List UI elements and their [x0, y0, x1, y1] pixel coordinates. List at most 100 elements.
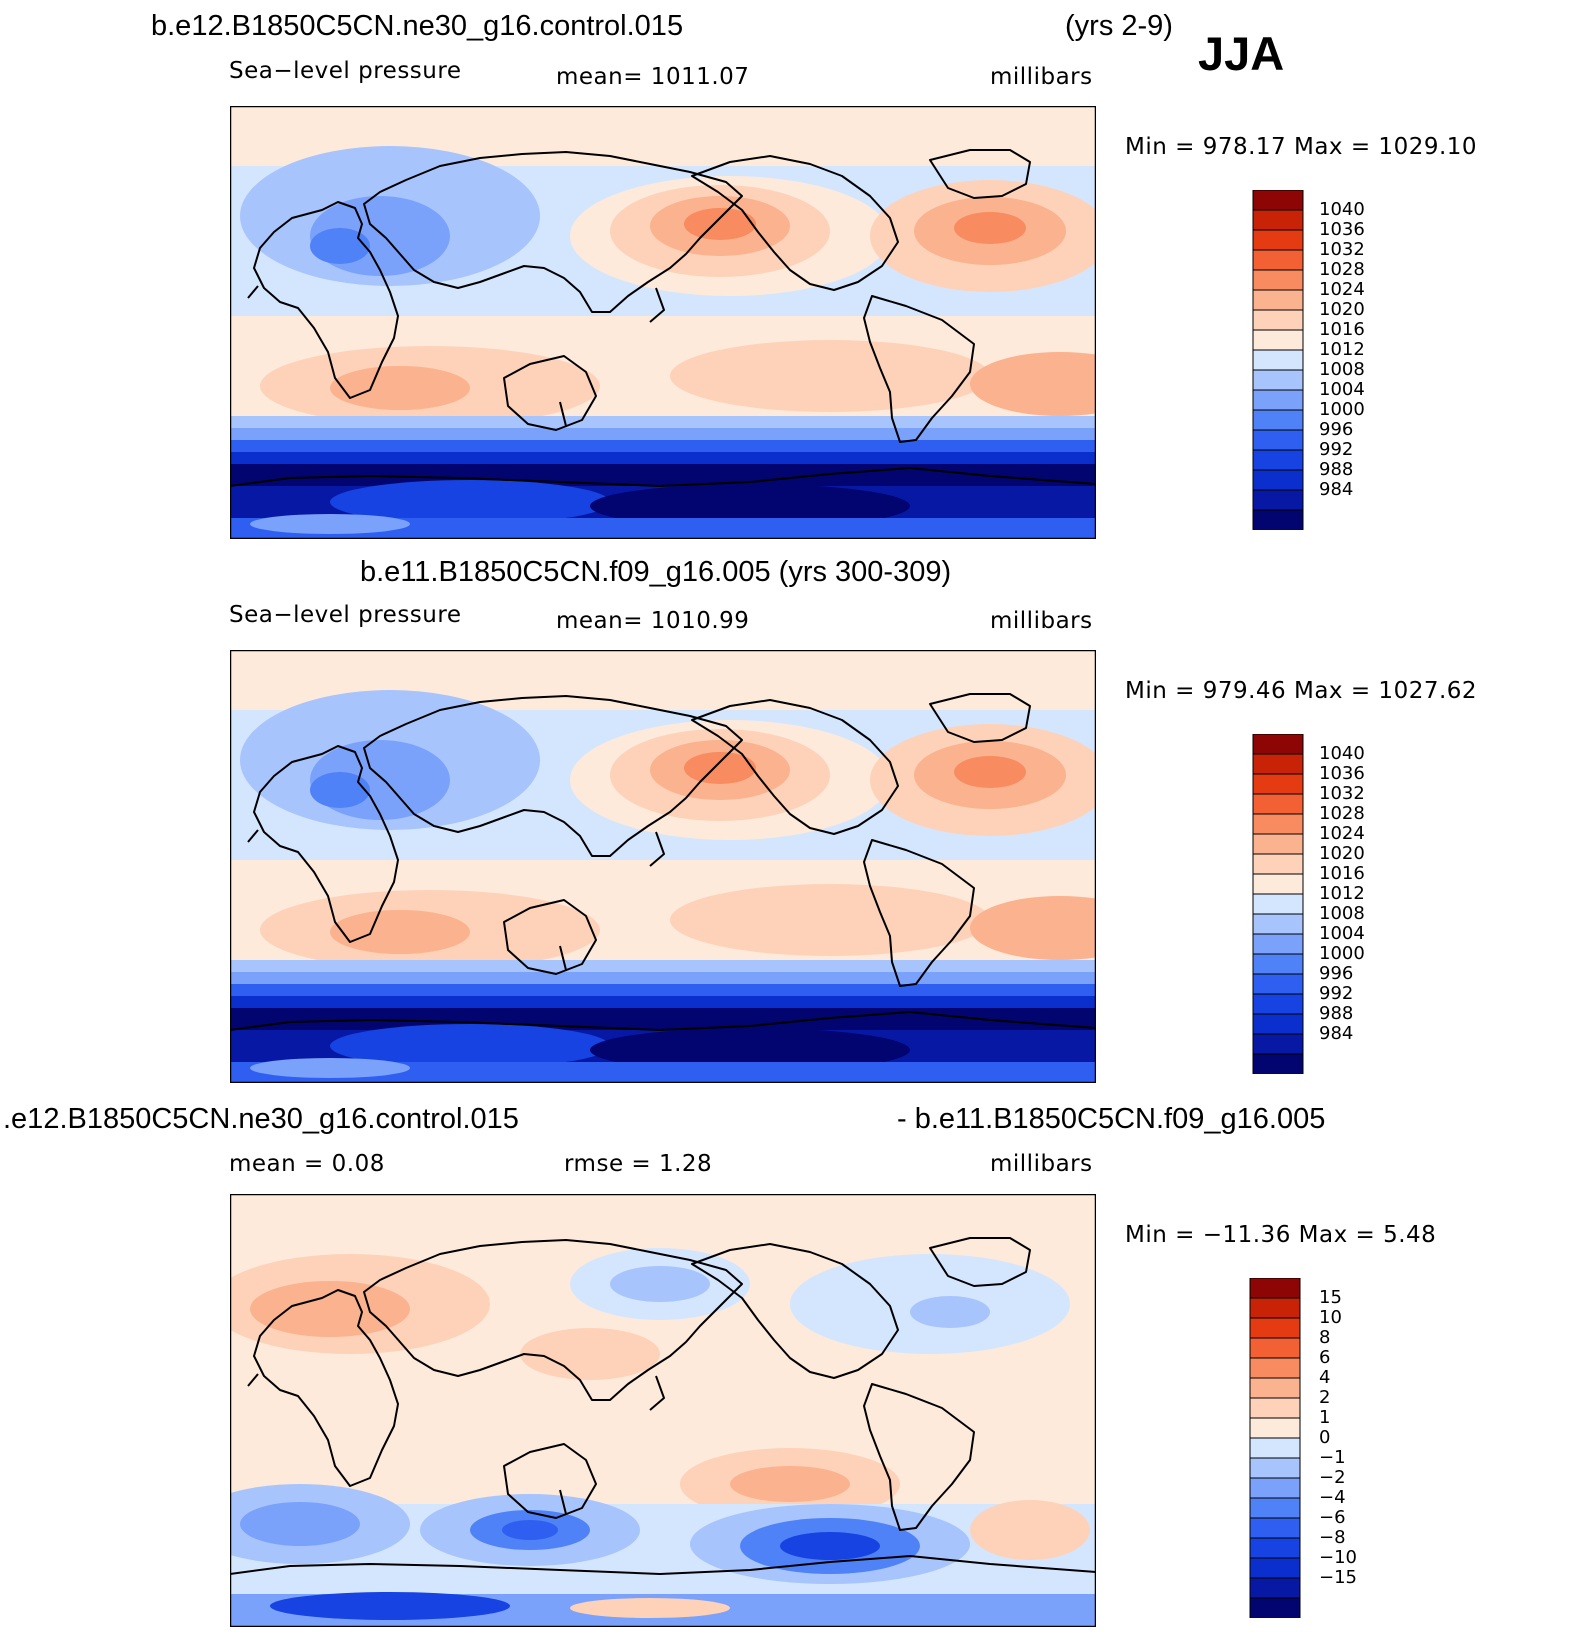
colorbar-swatch: [1252, 469, 1304, 491]
colorbar-swatch: [1249, 1537, 1301, 1559]
colorbar-swatch: [1252, 953, 1304, 975]
colorbar-tick-label: −4: [1319, 1487, 1346, 1508]
colorbar-tick-label: −10: [1319, 1547, 1357, 1568]
colorbar-tick-label: 1016: [1319, 863, 1365, 884]
colorbar-tick-label: 2: [1319, 1387, 1331, 1408]
colorbar-tick-label: 1: [1319, 1407, 1331, 1428]
panel1-units-label: millibars: [990, 64, 1093, 90]
colorbar-tick-label: 1040: [1319, 743, 1365, 764]
colorbar-swatch: [1249, 1457, 1301, 1479]
colorbar-swatch: [1249, 1297, 1301, 1319]
panel1-minmax: Min = 978.17 Max = 1029.10: [1125, 134, 1478, 160]
colorbar-tick-label: 1028: [1319, 803, 1365, 824]
colorbar-swatch: [1249, 1557, 1301, 1579]
colorbar-tick-label: 996: [1319, 419, 1354, 440]
colorbar-swatch: [1252, 349, 1304, 371]
panel3-title-right: - b.e11.B1850C5CN.f09_g16.005: [897, 1103, 1326, 1135]
colorbar-tick-label: 1024: [1319, 823, 1365, 844]
colorbar-tick-label: 1008: [1319, 903, 1365, 924]
colorbar-swatch: [1252, 933, 1304, 955]
colorbar-swatch: [1252, 409, 1304, 431]
colorbar-tick-label: 1008: [1319, 359, 1365, 380]
colorbar-swatch: [1249, 1397, 1301, 1419]
colorbar-swatch: [1249, 1497, 1301, 1519]
colorbar-swatch: [1252, 429, 1304, 451]
colorbar-swatch: [1249, 1437, 1301, 1459]
panel3-title-left: .e12.B1850C5CN.ne30_g16.control.015: [3, 1103, 519, 1135]
colorbar-swatch: [1249, 1477, 1301, 1499]
colorbar-swatch: [1252, 449, 1304, 471]
colorbar-tick-label: 1004: [1319, 923, 1365, 944]
colorbar-swatch: [1249, 1417, 1301, 1439]
colorbar-swatch: [1252, 209, 1304, 231]
colorbar-swatch: [1252, 993, 1304, 1015]
colorbar-tick-label: 1036: [1319, 763, 1365, 784]
colorbar-swatch: [1249, 1597, 1301, 1618]
colorbar-tick-label: 15: [1319, 1287, 1342, 1308]
colorbar-tick-label: 1020: [1319, 843, 1365, 864]
panel2-title: b.e11.B1850C5CN.f09_g16.005 (yrs 300-309…: [360, 556, 952, 588]
panel1-title-right: (yrs 2-9): [1065, 10, 1173, 42]
colorbar-swatch: [1249, 1577, 1301, 1599]
colorbar-tick-label: 1004: [1319, 379, 1365, 400]
colorbar-swatch: [1252, 893, 1304, 915]
panel2-variable-label: Sea−level pressure: [229, 602, 462, 628]
season-label: JJA: [1198, 27, 1285, 80]
panel3-units-label: millibars: [990, 1151, 1093, 1177]
panel1-map: [230, 106, 1096, 539]
colorbar-tick-label: 1032: [1319, 239, 1365, 260]
panel3-colorbar: [1249, 1278, 1301, 1618]
colorbar-swatch: [1252, 309, 1304, 331]
colorbar-tick-label: 10: [1319, 1307, 1342, 1328]
colorbar-swatch: [1252, 813, 1304, 835]
colorbar-tick-label: −6: [1319, 1507, 1346, 1528]
colorbar-swatch: [1249, 1278, 1301, 1299]
colorbar-tick-label: 1000: [1319, 399, 1365, 420]
panel1-colorbar: [1252, 190, 1304, 530]
colorbar-tick-label: 988: [1319, 1003, 1354, 1024]
colorbar-swatch: [1252, 249, 1304, 271]
panel1-variable-label: Sea−level pressure: [229, 58, 462, 84]
colorbar-tick-label: 992: [1319, 983, 1354, 1004]
colorbar-tick-label: 1012: [1319, 883, 1365, 904]
colorbar-swatch: [1252, 190, 1304, 211]
colorbar-swatch: [1252, 1053, 1304, 1074]
colorbar-swatch: [1252, 973, 1304, 995]
colorbar-tick-label: 1032: [1319, 783, 1365, 804]
colorbar-tick-label: 1036: [1319, 219, 1365, 240]
colorbar-tick-label: −1: [1319, 1447, 1346, 1468]
colorbar-swatch: [1252, 913, 1304, 935]
colorbar-swatch: [1252, 329, 1304, 351]
colorbar-tick-label: 984: [1319, 1023, 1354, 1044]
colorbar-tick-label: −15: [1319, 1567, 1357, 1588]
colorbar-tick-label: 1040: [1319, 199, 1365, 220]
colorbar-swatch: [1252, 1033, 1304, 1055]
colorbar-tick-label: 984: [1319, 479, 1354, 500]
colorbar-tick-label: 1016: [1319, 319, 1365, 340]
colorbar-swatch: [1252, 1013, 1304, 1035]
colorbar-swatch: [1252, 389, 1304, 411]
colorbar-tick-label: 1000: [1319, 943, 1365, 964]
colorbar-swatch: [1252, 229, 1304, 251]
panel3-map: [230, 1194, 1096, 1627]
colorbar-swatch: [1252, 793, 1304, 815]
colorbar-tick-label: −8: [1319, 1527, 1346, 1548]
colorbar-tick-label: 996: [1319, 963, 1354, 984]
panel2-units-label: millibars: [990, 608, 1093, 634]
panel2-mean-label: mean= 1010.99: [556, 608, 750, 634]
colorbar-swatch: [1252, 269, 1304, 291]
colorbar-swatch: [1252, 873, 1304, 895]
panel3-minmax: Min = −11.36 Max = 5.48: [1125, 1222, 1437, 1248]
colorbar-tick-label: 1024: [1319, 279, 1365, 300]
panel2-colorbar: [1252, 734, 1304, 1074]
colorbar-swatch: [1249, 1377, 1301, 1399]
panel1-mean-label: mean= 1011.07: [556, 64, 750, 90]
panel2-minmax: Min = 979.46 Max = 1027.62: [1125, 678, 1478, 704]
colorbar-tick-label: 992: [1319, 439, 1354, 460]
colorbar-tick-label: 1012: [1319, 339, 1365, 360]
colorbar-swatch: [1252, 489, 1304, 511]
colorbar-swatch: [1249, 1317, 1301, 1339]
panel2-map: [230, 650, 1096, 1083]
colorbar-tick-label: −2: [1319, 1467, 1346, 1488]
colorbar-swatch: [1252, 753, 1304, 775]
